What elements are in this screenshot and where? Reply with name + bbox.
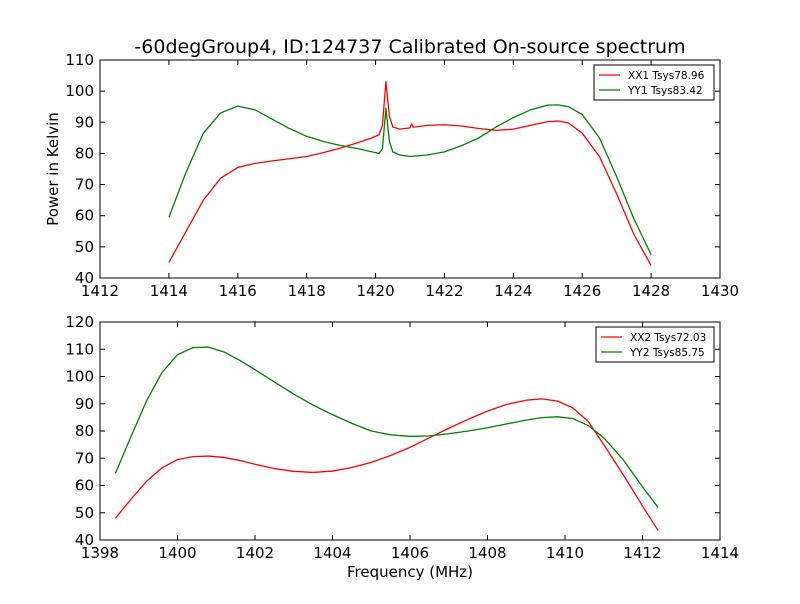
x-tick-label: 1406 bbox=[391, 544, 429, 562]
y-tick-label: 110 bbox=[65, 51, 94, 69]
top-spectrum-plot: 1412 1414 1416 1418 1420 1422 1424 1426 1428 1430… bbox=[44, 51, 739, 300]
y-tick-label: 70 bbox=[75, 449, 94, 467]
x-tick-label: 1400 bbox=[158, 544, 196, 562]
y-tick-label: 70 bbox=[75, 176, 94, 194]
series-line-xx bbox=[114, 398, 659, 531]
x-tick-label: 1414 bbox=[701, 544, 739, 562]
y-tick-label: 100 bbox=[65, 368, 94, 386]
x-tick-label: 1398 bbox=[81, 544, 119, 562]
legend-entry: XX1 Tsys78.96 bbox=[628, 70, 705, 82]
bottom-spectrum-plot: 1398 1400 1402 1404 1406 1408 1410 1412 1414 40 50… bbox=[65, 313, 739, 581]
legend: XX2 Tsys72.03 YY2 Tsys85.75 bbox=[595, 326, 715, 363]
y-tick-label: 40 bbox=[75, 531, 94, 549]
x-tick-label: 1418 bbox=[288, 282, 326, 300]
x-tick-label: 1422 bbox=[425, 282, 463, 300]
y-tick-label: 100 bbox=[65, 82, 94, 100]
y-tick-label: 50 bbox=[75, 238, 94, 256]
x-tick-label: 1412 bbox=[81, 282, 119, 300]
x-tick-label: 1408 bbox=[468, 544, 506, 562]
legend-entry: YY2 Tsys85.75 bbox=[629, 347, 705, 359]
x-tick-label: 1426 bbox=[563, 282, 601, 300]
y-tick-label: 110 bbox=[65, 340, 94, 358]
y-tick-label: 40 bbox=[75, 269, 94, 287]
legend-box bbox=[595, 326, 715, 363]
legend: XX1 Tsys78.96 YY1 Tsys83.42 bbox=[593, 64, 715, 101]
series-line-yy bbox=[168, 104, 652, 255]
legend-box bbox=[593, 64, 715, 101]
x-tick-label: 1412 bbox=[623, 544, 661, 562]
x-tick-label: 1404 bbox=[313, 544, 351, 562]
legend-entry: YY1 Tsys83.42 bbox=[627, 85, 703, 97]
plot-frame bbox=[99, 59, 721, 279]
y-tick-label: 80 bbox=[75, 422, 94, 440]
x-tick-label: 1416 bbox=[219, 282, 257, 300]
chart-title: -60degGroup4, ID:124737 Calibrated On-so… bbox=[134, 36, 685, 58]
y-tick-label: 90 bbox=[75, 113, 94, 131]
y-tick-label: 50 bbox=[75, 504, 94, 522]
y-tick-label: 80 bbox=[75, 144, 94, 162]
x-tick-label: 1430 bbox=[701, 282, 739, 300]
x-tick-label: 1414 bbox=[150, 282, 188, 300]
y-axis-label: Power in Kelvin bbox=[44, 112, 62, 226]
x-tick-label: 1420 bbox=[356, 282, 394, 300]
series-line-yy bbox=[114, 346, 659, 508]
x-tick-label: 1428 bbox=[632, 282, 670, 300]
x-tick-label: 1402 bbox=[236, 544, 274, 562]
x-tick-label: 1424 bbox=[494, 282, 532, 300]
series-line-xx bbox=[168, 81, 652, 266]
x-tick-label: 1410 bbox=[546, 544, 584, 562]
y-tick-label: 60 bbox=[75, 477, 94, 495]
legend-entry: XX2 Tsys72.03 bbox=[630, 332, 706, 344]
y-tick-label: 60 bbox=[75, 207, 94, 225]
y-tick-label: 120 bbox=[65, 313, 94, 331]
x-axis-label: Frequency (MHz) bbox=[347, 563, 473, 581]
y-tick-label: 90 bbox=[75, 395, 94, 413]
